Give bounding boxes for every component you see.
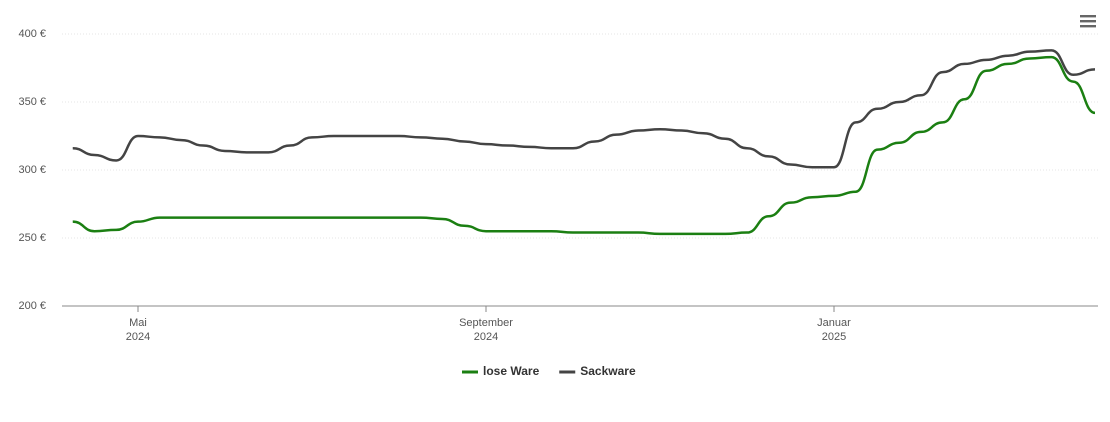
legend-label: lose Ware bbox=[483, 364, 540, 378]
x-tick-label: Januar 2025 bbox=[817, 317, 851, 343]
y-tick-label: 250 € bbox=[18, 232, 46, 244]
x-tick-label: Mai 2024 bbox=[126, 317, 150, 343]
legend-label: Sackware bbox=[580, 364, 636, 378]
menu-icon[interactable] bbox=[1080, 15, 1096, 28]
menu-bar bbox=[1080, 15, 1096, 18]
y-tick-label: 400 € bbox=[18, 28, 46, 40]
y-tick-label: 300 € bbox=[18, 164, 46, 176]
menu-bar bbox=[1080, 25, 1096, 28]
legend: lose Ware Sackware bbox=[462, 364, 636, 378]
y-tick-label: 200 € bbox=[18, 300, 46, 312]
x-tick-label: September 2024 bbox=[459, 317, 513, 343]
menu-bar bbox=[1080, 20, 1096, 23]
series-line bbox=[72, 55, 1096, 236]
series-line bbox=[72, 49, 1096, 169]
y-tick-label: 350 € bbox=[18, 96, 46, 108]
